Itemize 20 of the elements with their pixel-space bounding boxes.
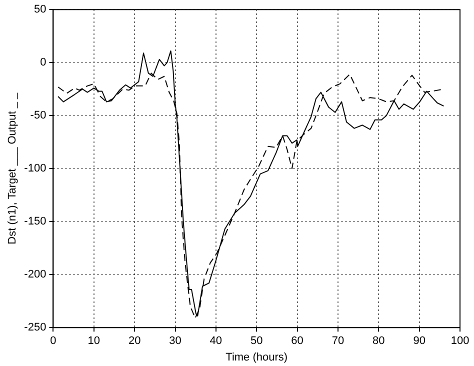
x-tick-label: 40 xyxy=(210,335,222,348)
x-tick-label: 80 xyxy=(372,335,385,348)
x-tick-label: 70 xyxy=(332,335,344,348)
x-tick-label: 100 xyxy=(450,335,470,348)
y-tick-label: -50 xyxy=(30,110,46,122)
x-tick-label: 30 xyxy=(169,335,182,348)
y-tick-label: -150 xyxy=(24,216,46,228)
y-tick-label: -100 xyxy=(24,162,46,175)
y-tick-label: -250 xyxy=(24,322,46,334)
x-tick-label: 0 xyxy=(50,335,56,348)
x-axis-title: Time (hours) xyxy=(226,351,288,364)
y-tick-label: -200 xyxy=(24,268,46,281)
x-tick-label: 90 xyxy=(413,335,426,348)
y-axis-title: Dst (n1), Target ___ Output _ _ xyxy=(6,92,19,244)
x-tick-label: 50 xyxy=(250,335,263,348)
x-tick-label: 20 xyxy=(128,335,141,348)
x-tick-label: 10 xyxy=(88,335,100,348)
y-tick-label: 50 xyxy=(34,4,46,16)
y-tick-label: 0 xyxy=(40,56,46,69)
x-tick-label: 60 xyxy=(291,335,304,348)
